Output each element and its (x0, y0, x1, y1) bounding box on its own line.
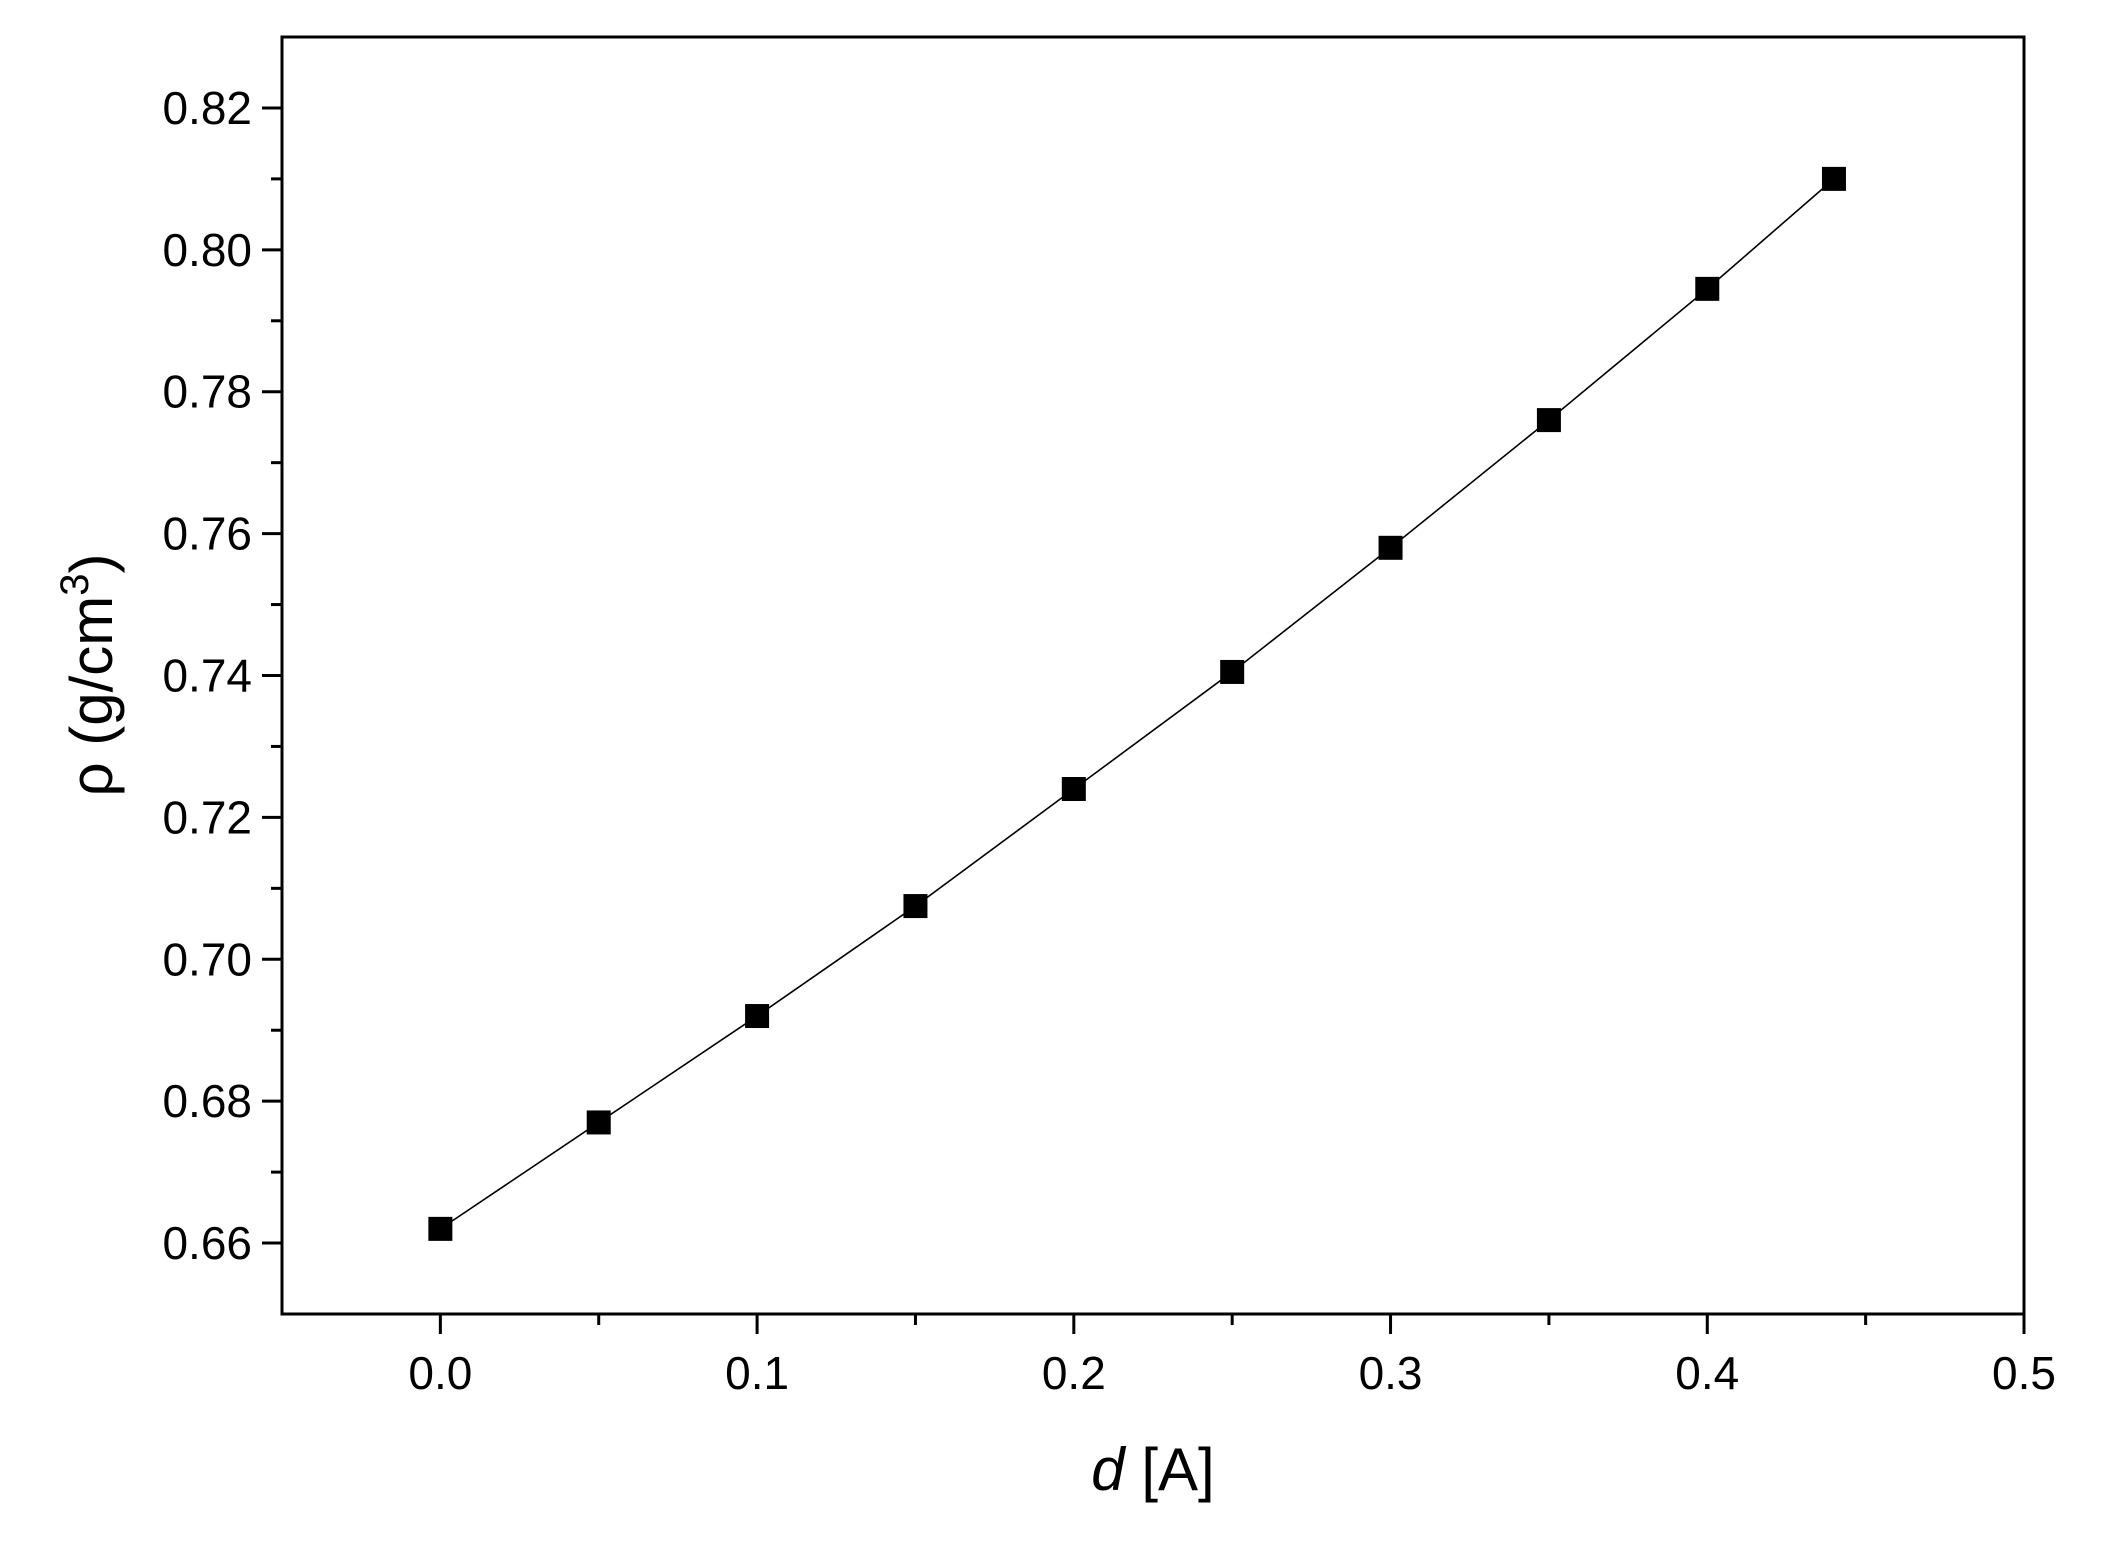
x-tick-label: 0.0 (408, 1347, 472, 1399)
y-tick-label: 0.76 (162, 508, 252, 560)
x-tick-label: 0.4 (1675, 1347, 1739, 1399)
axis-ticks (262, 106, 2026, 1334)
y-tick-label: 0.82 (162, 82, 252, 134)
y-tick-label: 0.74 (162, 650, 252, 702)
data-point (1821, 166, 1846, 191)
x-axis-unit: [A] (1125, 1436, 1215, 1503)
y-tick-label: 0.78 (162, 366, 252, 418)
data-point (1695, 276, 1720, 301)
series-line (439, 178, 1835, 1230)
data-point (1378, 535, 1403, 560)
data-point (1061, 777, 1086, 802)
axis-tick-labels: 0.0 0.1 0.2 0.3 0.4 0.5 0.66 0.68 0.70 0.72 0.74 0.… (162, 82, 2056, 1399)
x-axis-title: d [A] (1091, 1436, 1214, 1503)
x-tick-label: 0.3 (1359, 1347, 1423, 1399)
y-axis-title: ρ (g/cm3) (53, 553, 125, 796)
data-point (428, 1216, 453, 1241)
y-axis-title-close: ) (58, 553, 125, 573)
x-axis-variable: d (1091, 1436, 1126, 1503)
series-layer (428, 166, 1846, 1241)
y-axis-title-superscript: 3 (53, 573, 97, 595)
data-point (1536, 408, 1561, 433)
y-axis-title-main: ρ (g/cm (58, 596, 125, 797)
x-tick-label: 0.1 (725, 1347, 789, 1399)
x-tick-label: 0.2 (1042, 1347, 1106, 1399)
x-tick-label: 0.5 (1992, 1347, 2056, 1399)
data-point (903, 894, 928, 919)
y-tick-label: 0.68 (162, 1075, 252, 1127)
data-point (586, 1110, 611, 1135)
y-tick-label: 0.70 (162, 933, 252, 985)
y-tick-label: 0.72 (162, 791, 252, 843)
y-tick-label: 0.80 (162, 224, 252, 276)
data-point (1220, 659, 1245, 684)
plot-area (280, 35, 2026, 1316)
y-tick-label: 0.66 (162, 1217, 252, 1269)
data-point (745, 1004, 770, 1029)
